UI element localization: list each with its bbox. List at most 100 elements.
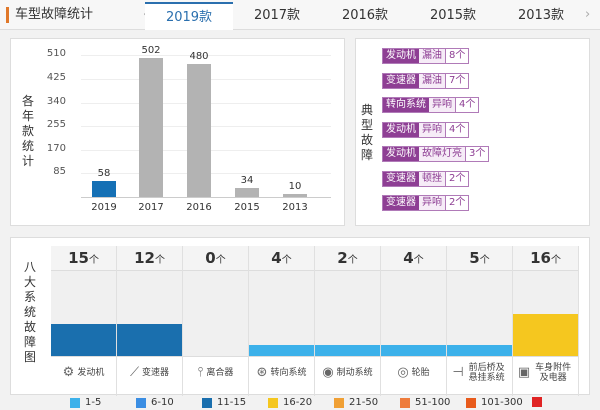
legend-swatch (400, 397, 410, 408)
fault-tag[interactable]: 转向系统 异响 4个 (382, 97, 480, 113)
legend-label: 51-100 (415, 397, 451, 408)
fault-level-fill (513, 313, 578, 356)
x-axis-line (81, 197, 331, 198)
system-name: 制动系统 (336, 368, 373, 378)
system-count: 15个 (51, 246, 116, 271)
x-tick-label: 2015 (234, 202, 260, 213)
system-name: 转向系统 (270, 368, 307, 378)
page-title: 车型故障统计 (6, 7, 93, 23)
fault-tag[interactable]: 发动机 故障灯亮 3个 (382, 146, 490, 162)
system-column[interactable]: 4个 ◎ 轮胎 (381, 246, 447, 396)
system-count: 5个 (447, 246, 512, 271)
bar-value-label: 58 (97, 167, 111, 179)
legend-label: 6-10 (151, 397, 174, 408)
fault-tag[interactable]: 发动机 异响 4个 (382, 121, 470, 138)
system-count: 2个 (315, 246, 380, 271)
fault-fault: 异响 (419, 196, 445, 210)
legend-label: 1-5 (85, 397, 102, 408)
fault-count: 3个 (465, 147, 489, 161)
bar-value-label: 502 (141, 44, 161, 56)
y-axis-label: 各年款统计 (21, 94, 34, 168)
legend-label: 16-20 (283, 397, 313, 408)
legend-swatch (334, 397, 344, 408)
bar-2013[interactable] (283, 194, 307, 197)
legend-swatch (70, 397, 80, 408)
fault-level-area (183, 271, 248, 356)
fault-fault: 漏油 (419, 73, 445, 88)
bar-value-label: 10 (288, 181, 302, 193)
count-unit: 个 (479, 255, 490, 266)
clutch-pedal-icon: ⫯ (197, 365, 204, 380)
tab-2016款[interactable]: 2016款 (341, 8, 389, 23)
fault-tag[interactable]: 发动机 漏油 8个 (382, 48, 470, 64)
next-arrow-icon[interactable]: › (585, 7, 591, 22)
system-label: ◎ 轮胎 (381, 356, 446, 389)
y-tick-label: 85 (53, 166, 66, 178)
fault-level-area (381, 271, 446, 356)
tab-2019款[interactable]: 2019款 (145, 2, 233, 30)
systems-panel: 八大系统故障图 15个 ⚙ 发动机 12个 ⟋ 变速器 0个 ⫯ 离合器 4个 ⊛ 转向系统 2个 ◉ 制动… (10, 237, 590, 396)
count-value: 4 (403, 249, 414, 267)
bar-value-label: 480 (189, 50, 209, 62)
fault-level-area (315, 271, 380, 356)
legend-item: 1-5 (70, 397, 101, 408)
fault-system: 发动机 (383, 122, 419, 137)
fault-system: 变速器 (383, 73, 419, 88)
bar-2017[interactable] (139, 57, 163, 197)
fault-system: 变速器 (383, 171, 419, 186)
legend-item (532, 397, 547, 407)
fault-level-fill (249, 345, 314, 356)
gear-shift-icon: ⟋ (129, 365, 140, 380)
legend-label: 101-300 (481, 397, 523, 408)
system-name: 变速器 (142, 368, 170, 378)
fault-level-area (117, 271, 182, 356)
fault-tag[interactable]: 变速器 异响 2个 (382, 195, 470, 211)
fault-fault: 故障灯亮 (419, 147, 465, 161)
fault-count: 4个 (455, 98, 479, 112)
bar-2019[interactable] (92, 180, 116, 197)
fault-count: 4个 (445, 122, 469, 137)
system-label: ⚙ 发动机 (51, 356, 116, 389)
engine-icon: ⚙ (62, 365, 75, 380)
system-column[interactable]: 5个 ⊣ 前后桥及悬挂系统 (447, 246, 513, 396)
fault-fault: 顿挫 (419, 171, 445, 186)
y-tick-label: 170 (46, 142, 66, 154)
legend-swatch (202, 397, 212, 408)
fault-fault: 异响 (429, 98, 455, 112)
system-column[interactable]: 16个 ▣ 车身附件及电器 (513, 246, 579, 396)
fault-level-area (249, 271, 314, 356)
x-tick-label: 2017 (138, 202, 164, 213)
system-label: ▣ 车身附件及电器 (513, 356, 578, 389)
bar-2015[interactable] (235, 187, 259, 197)
count-unit: 个 (88, 255, 99, 266)
legend-label: 21-50 (349, 397, 379, 408)
fault-system: 变速器 (383, 196, 419, 210)
fault-system: 发动机 (383, 49, 419, 63)
tab-2017款[interactable]: 2017款 (253, 8, 301, 23)
fault-level-fill (381, 345, 446, 356)
count-unit: 个 (347, 255, 358, 266)
system-label: ⫯ 离合器 (183, 356, 248, 389)
system-column[interactable]: 15个 ⚙ 发动机 (51, 246, 117, 396)
bar-2016[interactable] (187, 63, 211, 197)
fault-level-area (51, 271, 116, 356)
system-column[interactable]: 2个 ◉ 制动系统 (315, 246, 381, 396)
legend-item: 51-100 (400, 397, 450, 408)
x-tick-label: 2019 (91, 202, 117, 213)
fault-tag[interactable]: 变速器 漏油 7个 (382, 72, 470, 89)
fault-tag[interactable]: 变速器 顿挫 2个 (382, 170, 470, 187)
typical-faults-label: 典型故障 (360, 103, 373, 162)
system-column[interactable]: 4个 ⊛ 转向系统 (249, 246, 315, 396)
system-column[interactable]: 12个 ⟋ 变速器 (117, 246, 183, 396)
y-tick-label: 425 (46, 72, 66, 83)
x-tick-label: 2016 (186, 202, 212, 213)
system-count: 4个 (249, 246, 314, 271)
count-value: 4 (271, 249, 282, 267)
fault-level-fill (315, 345, 380, 356)
system-name: 离合器 (206, 368, 234, 378)
system-column[interactable]: 0个 ⫯ 离合器 (183, 246, 249, 396)
tab-2015款[interactable]: 2015款 (429, 8, 477, 23)
fault-level-fill (117, 324, 182, 356)
tab-2013款[interactable]: 2013款 (517, 8, 565, 23)
